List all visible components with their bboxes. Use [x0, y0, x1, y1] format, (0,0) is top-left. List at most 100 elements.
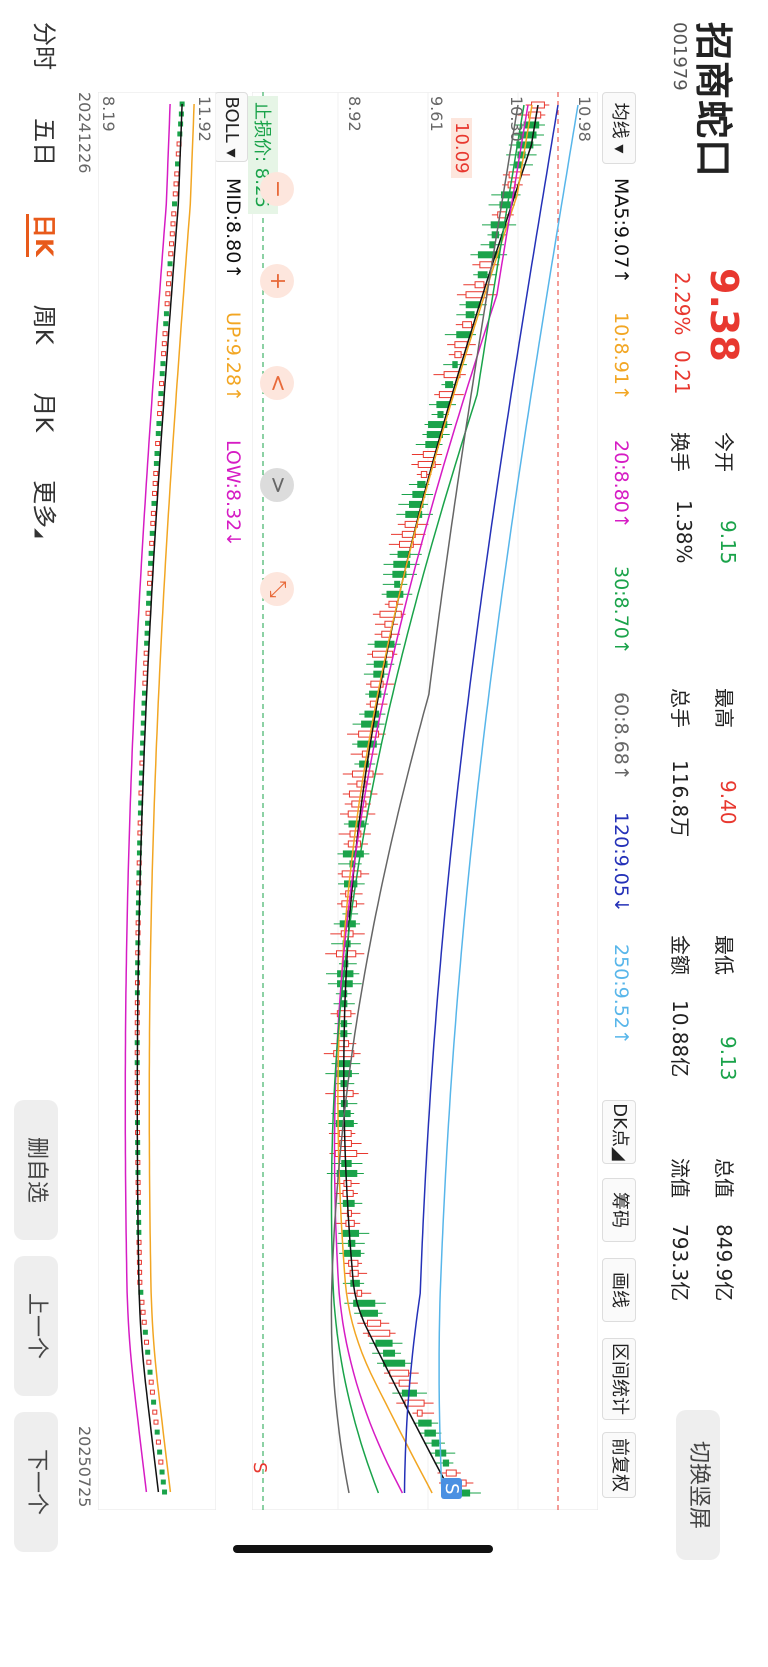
next-stock-button[interactable]: 下一个: [14, 1412, 58, 1552]
candle: [389, 1369, 410, 1377]
boll-candle: [166, 271, 172, 277]
price-tick-1: 10.30: [507, 96, 526, 142]
candle: [474, 281, 485, 289]
tab-daily-k[interactable]: 日K: [26, 214, 64, 257]
high-value: 9.40: [716, 780, 740, 825]
candle: [349, 1269, 359, 1277]
boll-low-line: [124, 103, 171, 1493]
boll-candle: [146, 590, 152, 596]
boll-chart[interactable]: [98, 92, 216, 1510]
boll-candle: [157, 411, 163, 417]
boll-candle: [160, 361, 166, 367]
dk-point-label: DK点: [609, 1103, 630, 1147]
boll-candle: [153, 470, 159, 476]
price-tick-3: 8.92: [345, 96, 364, 132]
boll-candle: [145, 1349, 151, 1355]
candle: [360, 1309, 378, 1317]
date-end: 20250725: [75, 1426, 94, 1508]
draw-line-button[interactable]: 画线: [602, 1258, 636, 1322]
candle: [388, 600, 398, 608]
boll-candle: [139, 1299, 145, 1305]
chevron-left-button[interactable]: <: [260, 366, 294, 400]
tab-five-day[interactable]: 五日: [30, 118, 58, 166]
candle: [394, 580, 401, 588]
candle: [372, 650, 394, 658]
boll-candle: [151, 500, 157, 506]
collapse-icon[interactable]: ⤡: [260, 572, 294, 606]
candle: [417, 480, 426, 488]
mcap-label: 总值: [712, 1158, 736, 1198]
ma120-value: 120:9.05↓: [610, 812, 632, 913]
tab-intraday[interactable]: 分时: [30, 22, 58, 70]
boll-candle: [170, 221, 176, 227]
switch-portrait-button[interactable]: 切换竖屏: [676, 1410, 720, 1560]
boll-candle: [150, 520, 156, 526]
boll-candle: [147, 570, 153, 576]
candle: [454, 351, 462, 359]
candle: [353, 1299, 376, 1307]
candle: [375, 1339, 393, 1347]
amount-value: 10.88亿: [668, 1000, 692, 1078]
candle: [383, 1359, 406, 1367]
candle: [379, 610, 402, 618]
boll-tick-bottom: 8.19: [99, 96, 118, 132]
candle: [477, 271, 488, 279]
candle: [445, 1469, 457, 1477]
boll-mid-line: [136, 103, 183, 1493]
boll-candle: [173, 181, 179, 187]
boll-candle: [154, 1429, 160, 1435]
ma20-line: [333, 104, 529, 1494]
boll-selector[interactable]: BOLL ▾: [214, 92, 248, 162]
candle: [445, 381, 454, 389]
boll-candle: [142, 680, 148, 686]
prev-stock-button[interactable]: 上一个: [14, 1256, 58, 1396]
boll-candle: [153, 460, 159, 466]
float-value: 793.3亿: [668, 1224, 692, 1302]
boll-candle: [141, 1319, 147, 1325]
tab-monthly-k[interactable]: 月K: [30, 392, 58, 433]
boll-candle: [161, 341, 167, 347]
candle: [345, 1219, 355, 1227]
candle: [454, 341, 468, 349]
candlestick-chart[interactable]: [252, 92, 598, 1510]
low-value: 9.13: [716, 1036, 740, 1081]
range-stats-button[interactable]: 区间统计: [602, 1338, 636, 1420]
candle: [398, 540, 414, 548]
candle: [479, 261, 493, 269]
remove-watchlist-button[interactable]: 删自选: [14, 1100, 58, 1240]
boll-candle: [158, 391, 164, 397]
price-tick-top: 10.98: [575, 96, 594, 142]
dk-point-button[interactable]: DK点◢: [602, 1100, 636, 1164]
candle: [367, 1329, 391, 1337]
zoom-out-button[interactable]: −: [260, 172, 294, 206]
chevron-right-button[interactable]: >: [260, 468, 294, 502]
candle: [384, 620, 393, 628]
adjust-button[interactable]: 前复权: [602, 1432, 636, 1498]
chips-button[interactable]: 筹码: [602, 1178, 636, 1242]
boll-candle: [158, 1459, 164, 1465]
candle: [416, 1409, 423, 1417]
candle: [356, 1289, 363, 1297]
ma120-line: [403, 104, 559, 1494]
boll-candle: [169, 231, 175, 237]
candle: [341, 1159, 352, 1167]
volume-value: 116.8万: [668, 760, 692, 838]
boll-candle: [159, 1469, 165, 1475]
boll-candle: [153, 1419, 159, 1425]
boll-candle: [172, 201, 178, 207]
boll-candle: [145, 620, 151, 626]
tab-more[interactable]: 更多◢: [26, 480, 64, 537]
ma-selector[interactable]: 均线 ▾: [602, 92, 636, 164]
boll-candle: [160, 1479, 166, 1485]
candle: [342, 1189, 354, 1197]
boll-candle: [172, 191, 178, 197]
boll-candle: [152, 490, 158, 496]
open-label: 今开: [712, 432, 736, 472]
zoom-in-button[interactable]: +: [260, 264, 294, 298]
period-tabs: 分时 五日 日K 周K 月K 更多◢: [26, 22, 64, 537]
boll-candle: [149, 540, 155, 546]
tab-weekly-k[interactable]: 周K: [30, 304, 58, 345]
boll-candle: [164, 301, 170, 307]
stock-name: 招商蛇口: [691, 22, 735, 179]
candle: [340, 930, 354, 938]
